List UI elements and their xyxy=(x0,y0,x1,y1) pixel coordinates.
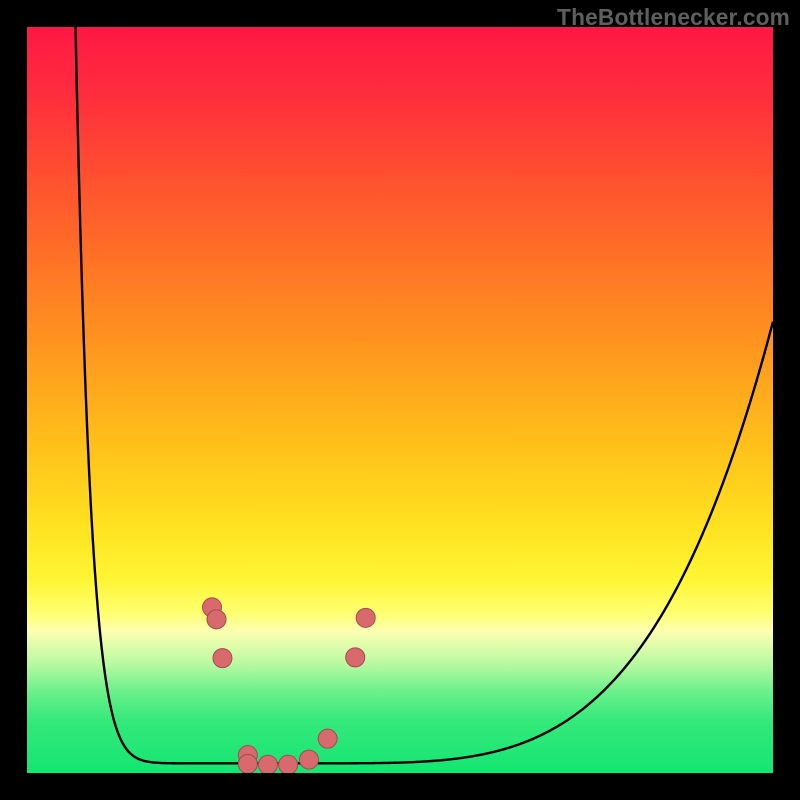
data-dot xyxy=(213,649,232,668)
chart-stage: TheBottlenecker.com xyxy=(0,0,800,800)
watermark-text: TheBottlenecker.com xyxy=(557,4,790,31)
data-dot xyxy=(299,750,318,769)
plot-background xyxy=(27,27,773,773)
data-dot xyxy=(207,610,226,629)
data-dot xyxy=(346,648,365,667)
data-dot xyxy=(356,608,375,627)
data-dot xyxy=(238,755,257,774)
data-dot xyxy=(318,729,337,748)
data-dot xyxy=(258,755,277,774)
data-dot xyxy=(279,755,298,774)
bottleneck-curve-chart xyxy=(0,0,800,800)
